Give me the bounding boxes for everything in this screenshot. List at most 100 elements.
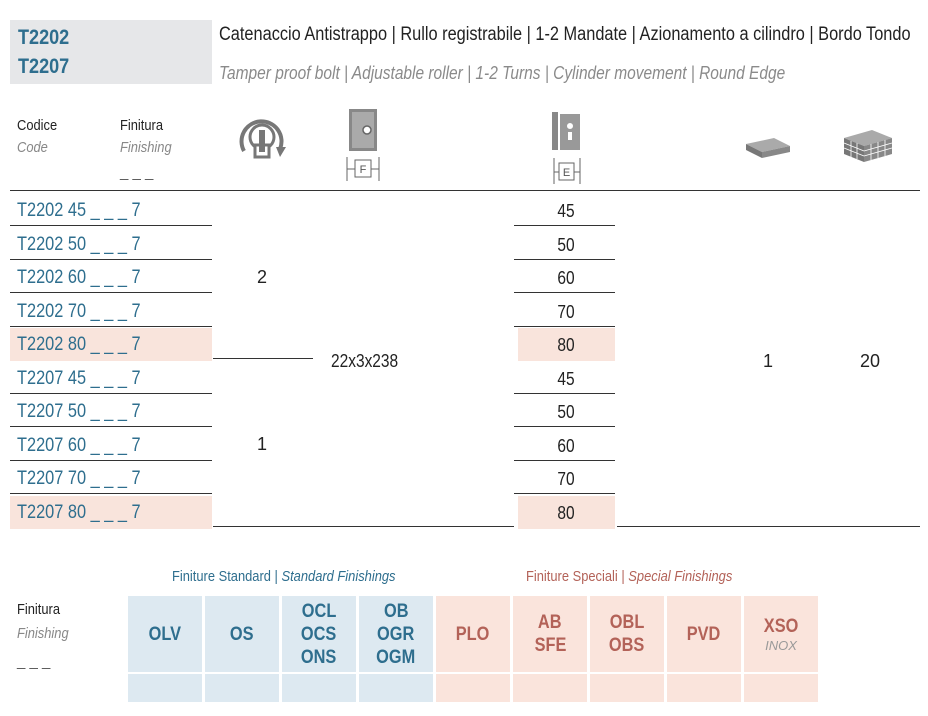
finish-code: ONS (301, 646, 337, 668)
turns-t2202: 2 (257, 267, 268, 287)
row-separator (10, 258, 212, 260)
finish-code: OCL (301, 600, 337, 622)
finish-code: OBL (609, 612, 645, 633)
finish-swatch-lower (282, 674, 356, 702)
table-row: T2207 45 _ _ _ 7 (10, 362, 212, 395)
table-row: T2207 70 _ _ _ 7 (10, 462, 212, 495)
row-code: T2207 50 _ _ _ 7 (17, 401, 141, 422)
finish-header-en: Finishing (120, 139, 172, 156)
faceplate-f-icon: F (346, 109, 380, 181)
e-separator (514, 493, 615, 494)
svg-text:E: E (563, 167, 570, 179)
svg-text:F: F (360, 164, 367, 176)
backset-e-icon: E (552, 112, 581, 184)
finish-swatch-lower (436, 674, 510, 702)
product-code-2: T2207 (18, 55, 70, 78)
row-code: T2207 80 _ _ _ 7 (17, 501, 141, 523)
table-row: T2202 45 _ _ _ 7 (10, 194, 212, 227)
table-row: T2207 80 _ _ _ 7 (10, 495, 212, 529)
table-row: T2202 70 _ _ _ 7 (10, 295, 212, 328)
title-english: Tamper proof bolt | Adjustable roller | … (219, 63, 786, 83)
backset-value: 50 (557, 402, 576, 422)
cylinder-turn-icon (239, 119, 286, 159)
e-separator (514, 225, 615, 226)
finish-swatch: OB OGR OGM (359, 596, 433, 672)
box-pack-icon (843, 130, 893, 162)
product-code-1: T2202 (18, 26, 70, 49)
finish-swatch-lower (744, 674, 818, 702)
finish-swatch-lower (590, 674, 664, 702)
turns-separator (213, 358, 313, 359)
row-code: T2202 45 _ _ _ 7 (17, 200, 141, 221)
row-code: T2202 50 _ _ _ 7 (17, 233, 141, 255)
faceplate-size: 22x3x238 (331, 351, 399, 371)
table-row: T2202 50 _ _ _ 7 (10, 228, 212, 261)
finish-swatch: XSO INOX (744, 596, 818, 672)
finish-placeholder: _ _ _ (120, 164, 154, 181)
finishings-label: Finitura (17, 601, 61, 618)
finish-swatch: OCL OCS ONS (282, 596, 356, 672)
finish-code: OGR (377, 623, 415, 645)
row-separator (10, 493, 212, 494)
box-quantity: 20 (860, 351, 881, 371)
finish-code: SFE (534, 635, 566, 656)
finish-code: OLV (148, 623, 182, 645)
backset-value: 50 (557, 234, 576, 255)
row-separator (10, 392, 212, 394)
finishings-label-en: Finishing (17, 625, 69, 642)
row-separator (10, 325, 212, 327)
finish-swatch-lower (205, 674, 279, 702)
special-finishings-title: Finiture Speciali | Special Finishings (526, 568, 733, 585)
finish-swatch: PVD (667, 596, 741, 672)
finishings-placeholder: _ _ _ (17, 653, 51, 670)
table-row: T2207 50 _ _ _ 7 (10, 395, 212, 428)
row-separator (10, 225, 212, 226)
row-code: T2202 70 _ _ _ 7 (17, 300, 141, 322)
finish-swatch: OLV (128, 596, 202, 672)
row-code: T2207 70 _ _ _ 7 (17, 468, 141, 489)
pack-quantity: 1 (763, 351, 774, 371)
finish-swatch: AB SFE (513, 596, 587, 672)
finish-code: PLO (456, 623, 490, 645)
finish-swatch: OS (205, 596, 279, 672)
row-separator (10, 459, 212, 461)
product-code-box: T2202 T2207 (10, 20, 212, 84)
row-code: T2207 45 _ _ _ 7 (17, 367, 141, 389)
finish-header: Finitura (120, 117, 164, 134)
backset-value: 80 (518, 495, 615, 529)
backset-value: 60 (557, 435, 576, 456)
finish-swatch-lower (359, 674, 433, 702)
table-row: T2202 80 _ _ _ 7 (10, 328, 212, 361)
finish-code: OBS (609, 635, 645, 656)
e-separator (514, 392, 615, 394)
backset-value: 45 (557, 368, 576, 389)
row-separator (10, 292, 212, 293)
e-separator (514, 292, 615, 293)
backset-value: 70 (557, 469, 576, 489)
table-row: T2207 60 _ _ _ 7 (10, 429, 212, 462)
standard-finishings-title: Finiture Standard | Standard Finishings (172, 568, 396, 585)
backset-value: 70 (557, 301, 576, 322)
row-code: T2202 80 _ _ _ 7 (17, 334, 141, 355)
finish-swatch-lower (667, 674, 741, 702)
row-code: T2202 60 _ _ _ 7 (17, 267, 141, 288)
backset-value: 60 (557, 268, 576, 288)
finish-code: PVD (687, 623, 721, 645)
code-header-en: Code (17, 139, 48, 156)
turns-t2207: 1 (257, 434, 268, 454)
finish-swatch: OBL OBS (590, 596, 664, 672)
finish-code: OB (383, 600, 409, 622)
row-code: T2207 60 _ _ _ 7 (17, 434, 141, 456)
finish-code: OGM (376, 646, 416, 668)
finish-code: XSO (763, 615, 799, 637)
header-separator (10, 190, 920, 191)
backset-value: 45 (557, 201, 576, 221)
e-separator (514, 459, 615, 461)
single-pack-icon (746, 138, 790, 158)
finish-sub: INOX (765, 637, 797, 653)
e-separator (514, 325, 615, 327)
finish-code: OS (230, 623, 254, 645)
finish-swatch-lower (128, 674, 202, 702)
table-row: T2202 60 _ _ _ 7 (10, 261, 212, 294)
backset-value: 80 (518, 328, 615, 361)
